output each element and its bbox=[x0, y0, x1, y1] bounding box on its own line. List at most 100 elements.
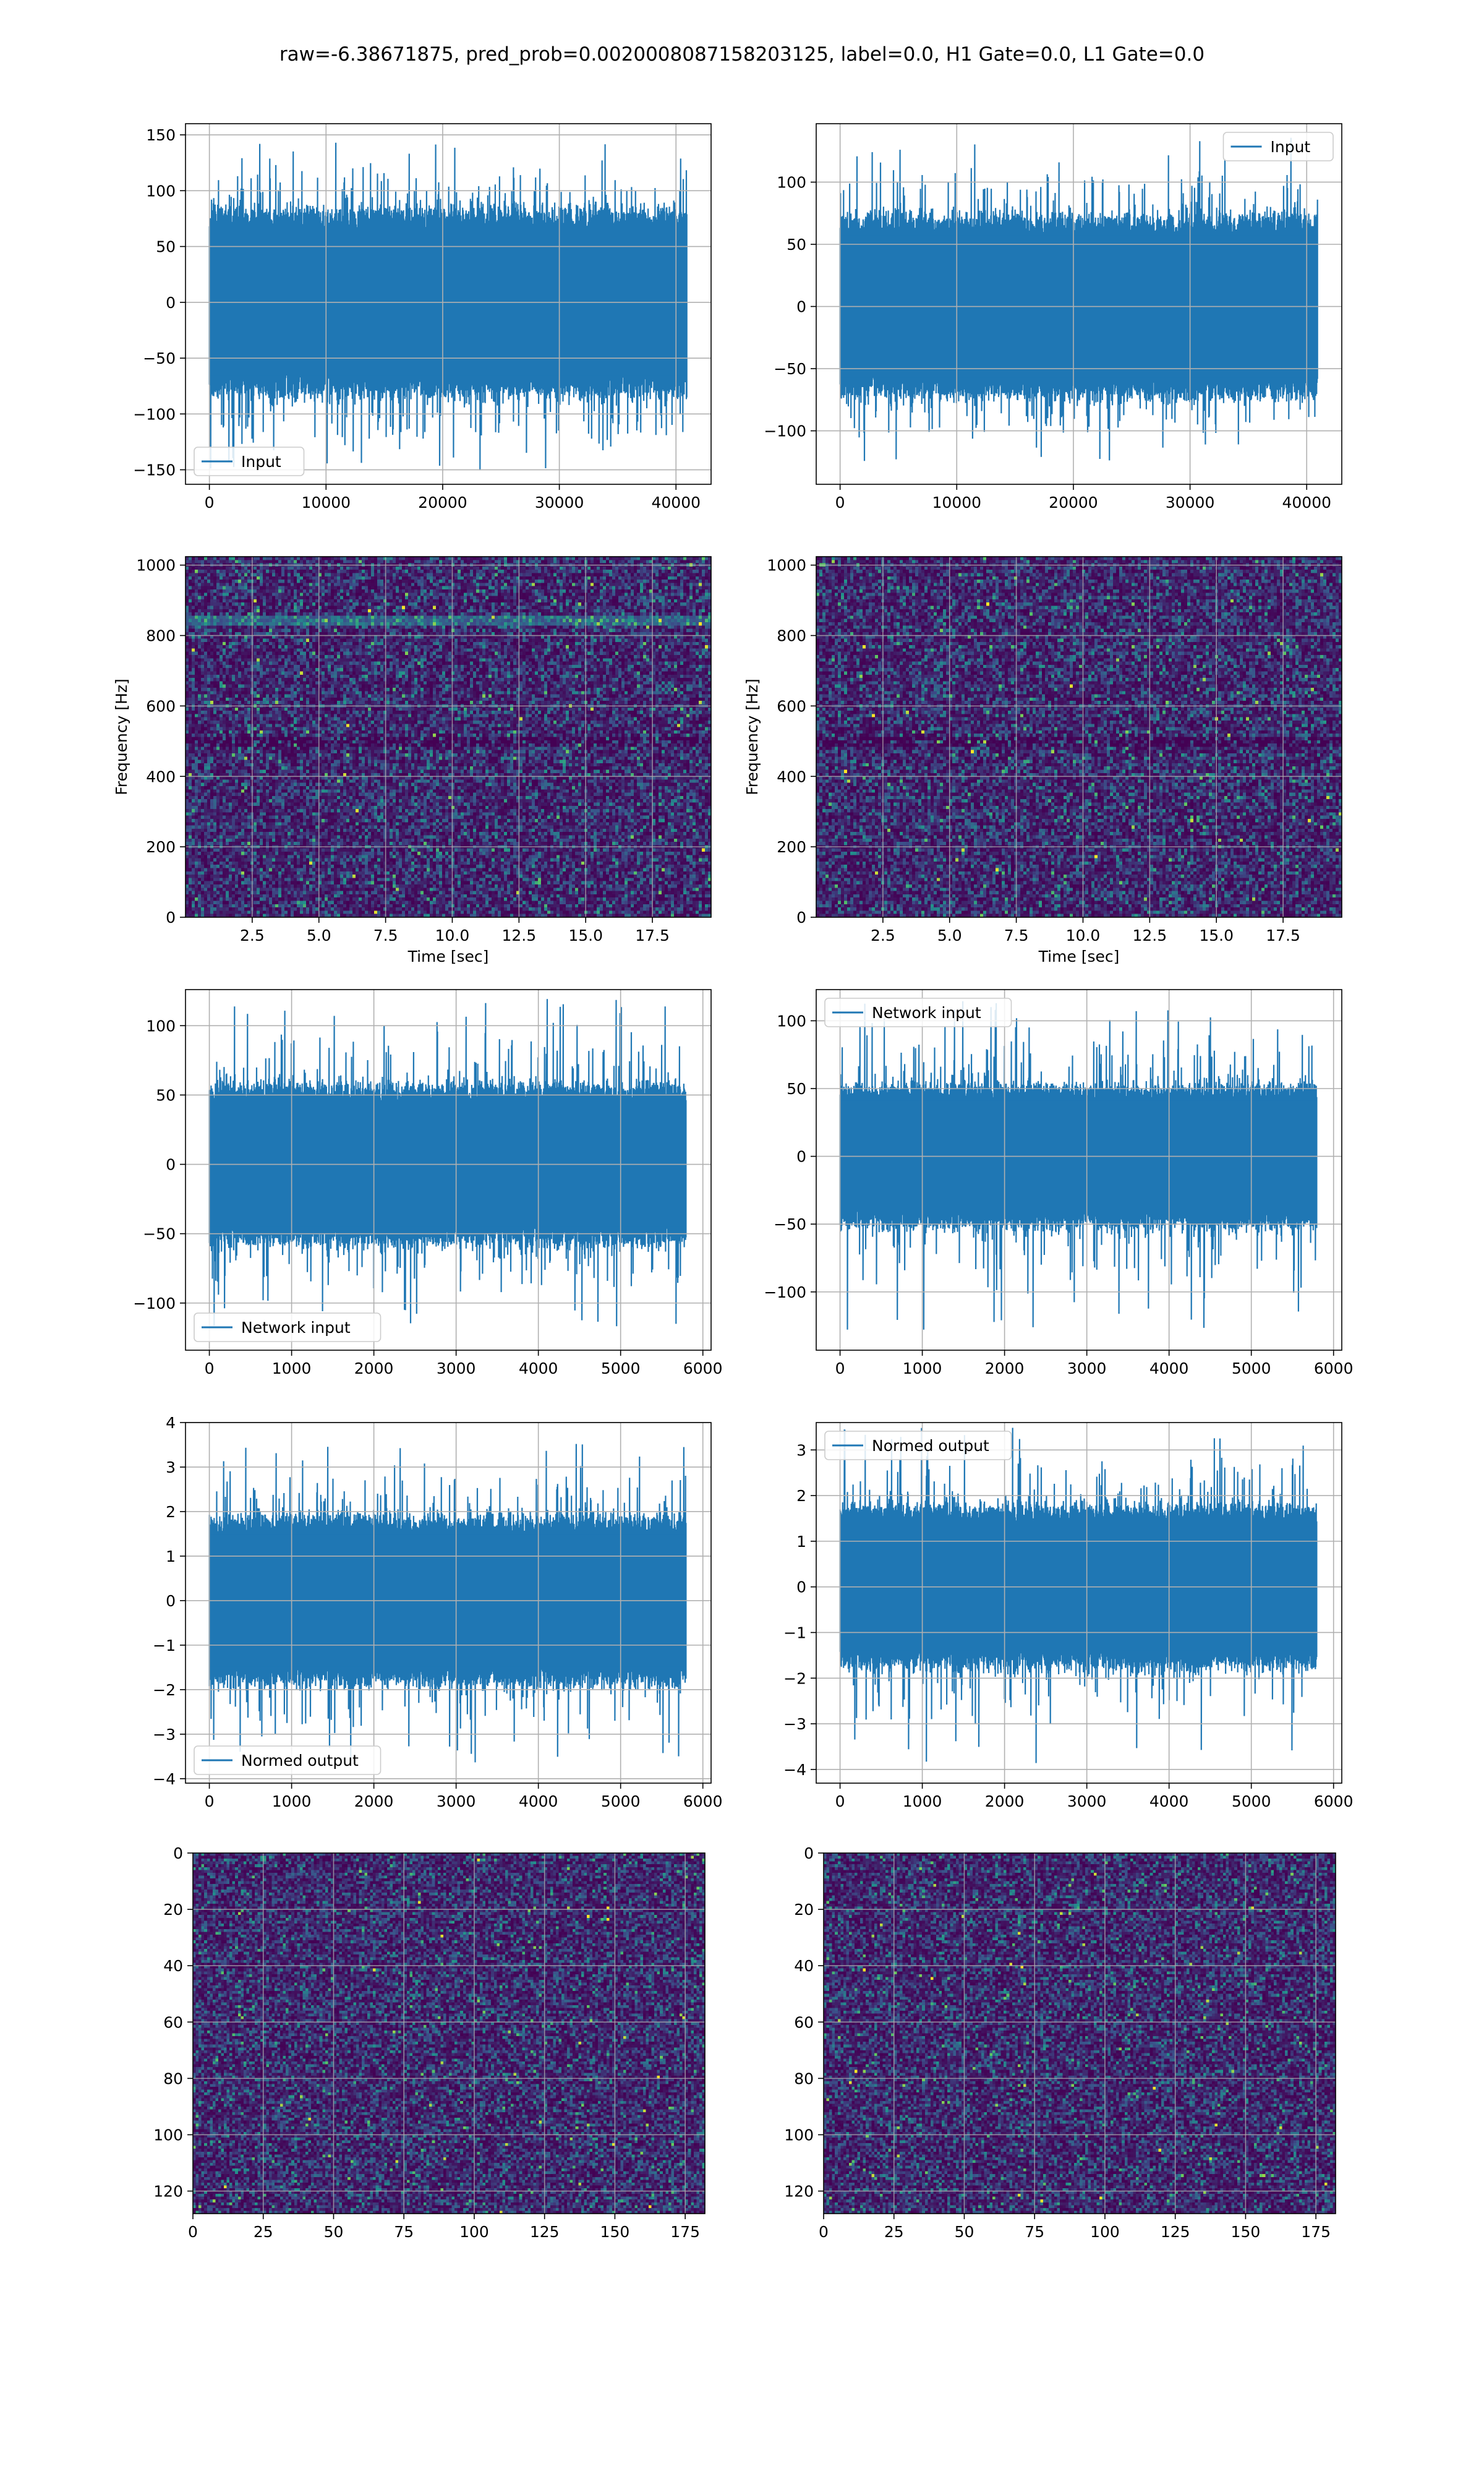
x-tick-label: 50 bbox=[955, 2223, 974, 2241]
y-tick-label: 120 bbox=[153, 2183, 183, 2201]
y-tick-label: 120 bbox=[784, 2183, 814, 2201]
x-tick-label: 6000 bbox=[683, 1792, 723, 1810]
plot-area bbox=[210, 999, 687, 1326]
x-tick-label: 7.5 bbox=[1004, 927, 1029, 944]
x-tick-label: 15.0 bbox=[568, 927, 603, 944]
y-tick-label: −3 bbox=[783, 1715, 806, 1733]
y-tick-label: 100 bbox=[146, 182, 176, 200]
heatmap-cells bbox=[816, 557, 1342, 918]
y-tick-label: 600 bbox=[146, 697, 176, 715]
y-tick-label: 100 bbox=[153, 2126, 183, 2144]
y-tick-label: −4 bbox=[153, 1770, 176, 1788]
plot-area bbox=[824, 1853, 1336, 2214]
y-tick-label: −50 bbox=[143, 349, 176, 367]
plot-area bbox=[840, 1428, 1318, 1763]
y-tick-label: 3 bbox=[166, 1458, 176, 1476]
y-tick-label: 100 bbox=[146, 1017, 176, 1035]
y-tick-label: 50 bbox=[787, 236, 806, 254]
y-tick-label: 80 bbox=[163, 2070, 183, 2087]
y-tick-label: 1000 bbox=[136, 557, 176, 575]
y-tick-label: 0 bbox=[166, 294, 176, 312]
x-tick-label: 10000 bbox=[932, 494, 982, 511]
x-tick-label: 20000 bbox=[1049, 494, 1098, 511]
x-tick-label: 0 bbox=[835, 494, 845, 511]
y-tick-label: −4 bbox=[783, 1761, 806, 1779]
plot-area bbox=[840, 138, 1318, 461]
y-tick-label: 100 bbox=[777, 1012, 806, 1030]
y-tick-label: −100 bbox=[764, 422, 806, 440]
x-tick-label: 12.5 bbox=[1133, 927, 1167, 944]
heatmap-cells bbox=[824, 1853, 1336, 2214]
x-tick-label: 5000 bbox=[1232, 1359, 1271, 1377]
x-tick-label: 125 bbox=[530, 2223, 560, 2241]
y-tick-label: 40 bbox=[794, 1957, 814, 1975]
legend: Input bbox=[1224, 132, 1334, 161]
y-tick-label: 3 bbox=[796, 1441, 806, 1459]
x-tick-label: 1000 bbox=[903, 1792, 942, 1810]
x-tick-label: 17.5 bbox=[1266, 927, 1300, 944]
heatmap-cells bbox=[186, 557, 712, 918]
x-tick-label: 30000 bbox=[535, 494, 584, 511]
y-tick-label: 60 bbox=[163, 2013, 183, 2031]
x-tick-label: 50 bbox=[324, 2223, 344, 2241]
y-tick-label: 50 bbox=[156, 1086, 176, 1104]
y-tick-label: 0 bbox=[796, 1578, 806, 1596]
y-tick-label: 4 bbox=[166, 1414, 176, 1432]
x-tick-label: 1000 bbox=[272, 1359, 312, 1377]
x-axis-label: Time [sec] bbox=[1038, 948, 1120, 965]
x-tick-label: 6000 bbox=[683, 1359, 723, 1377]
chart-h1-network-input: 0 1000 2000 3000 4000 5000 6000−100−50050100Ne… bbox=[133, 990, 722, 1377]
x-tick-label: 1000 bbox=[272, 1792, 312, 1810]
x-tick-label: 3000 bbox=[1067, 1359, 1107, 1377]
chart-h1-spectrogram: 2.5 5.0 7.5 10.0 12.5 15.0 17.5020040060080010… bbox=[113, 557, 712, 965]
x-tick-label: 100 bbox=[1090, 2223, 1120, 2241]
y-tick-label: 150 bbox=[146, 126, 176, 144]
x-tick-label: 0 bbox=[188, 2223, 198, 2241]
legend: Network input bbox=[825, 998, 1012, 1027]
x-tick-label: 40000 bbox=[1282, 494, 1331, 511]
y-tick-label: 1 bbox=[166, 1547, 176, 1565]
x-tick-label: 7.5 bbox=[373, 927, 398, 944]
x-tick-label: 1000 bbox=[903, 1359, 942, 1377]
plot-area bbox=[816, 557, 1342, 918]
y-tick-label: 400 bbox=[777, 768, 806, 785]
plot-area bbox=[840, 1001, 1318, 1330]
x-tick-label: 4000 bbox=[1149, 1792, 1189, 1810]
x-tick-label: 2.5 bbox=[871, 927, 895, 944]
y-tick-label: 400 bbox=[146, 768, 176, 785]
y-tick-label: 50 bbox=[156, 238, 176, 256]
y-tick-label: 0 bbox=[796, 1148, 806, 1166]
x-tick-label: 5000 bbox=[601, 1359, 641, 1377]
chart-h1-normed-output: 0 1000 2000 3000 4000 5000 6000−4−3−2−101234No… bbox=[153, 1414, 722, 1810]
x-tick-label: 25 bbox=[884, 2223, 904, 2241]
y-tick-label: −100 bbox=[764, 1283, 806, 1301]
y-tick-label: −100 bbox=[133, 405, 176, 423]
x-tick-label: 0 bbox=[205, 1359, 215, 1377]
y-tick-label: 0 bbox=[173, 1844, 183, 1862]
y-tick-label: 200 bbox=[146, 838, 176, 856]
x-tick-label: 0 bbox=[835, 1359, 845, 1377]
y-tick-label: 20 bbox=[163, 1901, 183, 1919]
x-tick-label: 75 bbox=[1025, 2223, 1044, 2241]
chart-l1-spectrogram: 2.5 5.0 7.5 10.0 12.5 15.0 17.5020040060080010… bbox=[743, 557, 1342, 965]
y-tick-label: −50 bbox=[143, 1225, 176, 1243]
legend-label: Network input bbox=[872, 1004, 981, 1022]
x-axis-label: Time [sec] bbox=[407, 948, 489, 965]
y-tick-label: −2 bbox=[153, 1681, 176, 1699]
y-tick-label: −1 bbox=[153, 1637, 176, 1654]
plot-area bbox=[210, 1444, 687, 1763]
y-tick-label: 60 bbox=[794, 2013, 814, 2031]
x-tick-label: 6000 bbox=[1314, 1792, 1354, 1810]
x-tick-label: 2000 bbox=[354, 1359, 394, 1377]
y-tick-label: −50 bbox=[774, 360, 806, 378]
x-tick-label: 0 bbox=[819, 2223, 829, 2241]
y-axis-label: Frequency [Hz] bbox=[113, 678, 130, 795]
x-tick-label: 6000 bbox=[1314, 1359, 1354, 1377]
x-tick-label: 5000 bbox=[601, 1792, 641, 1810]
x-tick-label: 4000 bbox=[1149, 1359, 1189, 1377]
y-tick-label: 50 bbox=[787, 1080, 806, 1098]
